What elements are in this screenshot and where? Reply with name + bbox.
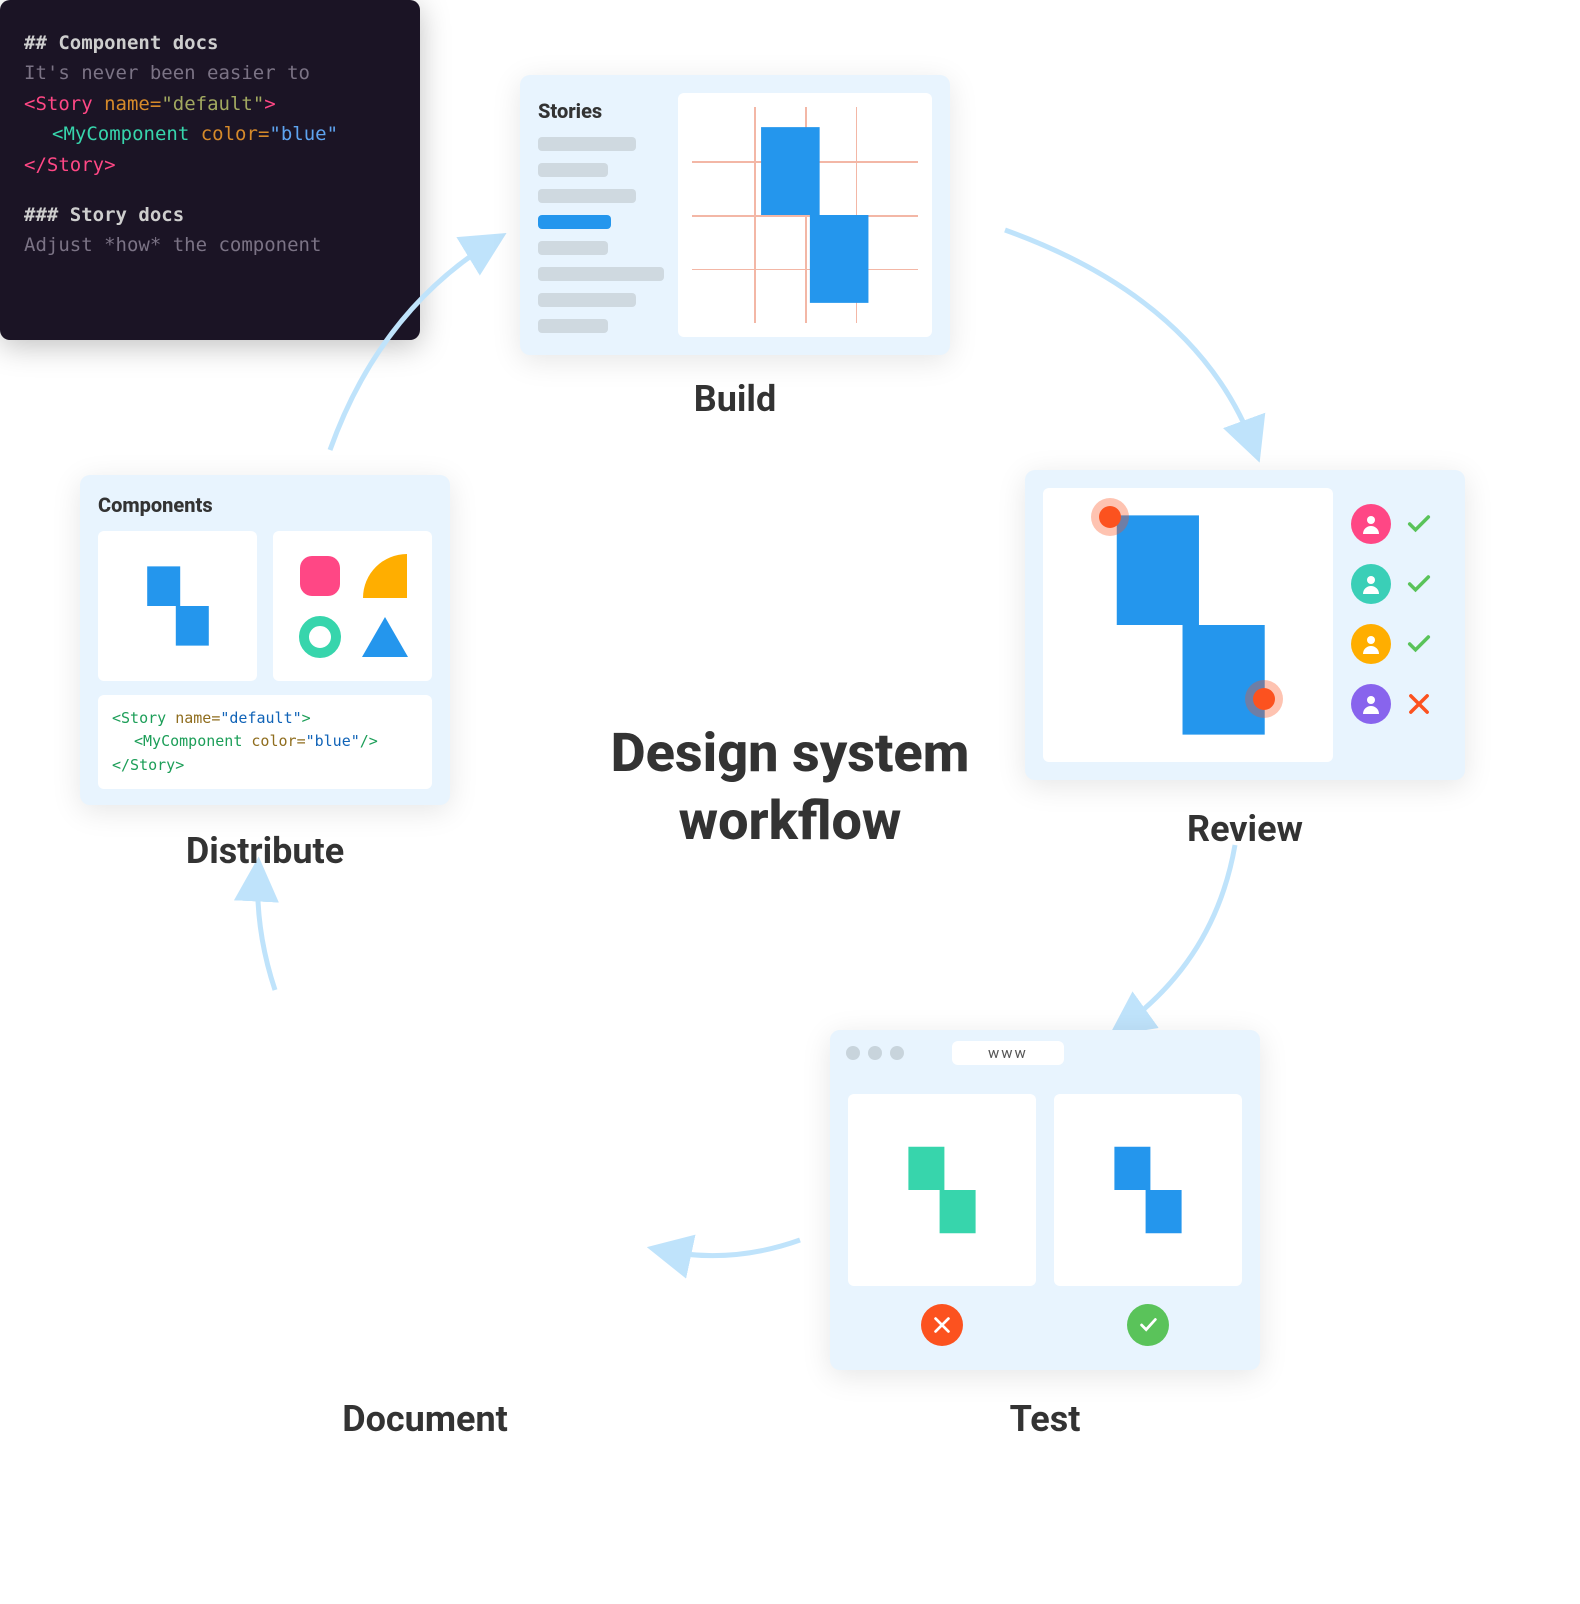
test-label: Test [830,1398,1260,1440]
component-shape-icon [678,93,932,337]
test-card [1054,1094,1242,1286]
review-list [1351,488,1447,762]
test-panel: www [830,1030,1260,1370]
triangle-icon [359,612,413,661]
quarter-circle-icon [359,551,413,600]
code-line: </Story> [112,754,418,777]
distribute-title: Components [98,493,432,517]
rounded-square-icon [293,551,347,600]
build-canvas [678,93,932,337]
avatar-icon [1351,684,1391,724]
doc-heading: ### Story docs [24,200,396,230]
review-canvas [1043,488,1333,762]
test-card [848,1094,1036,1286]
sidebar-line [538,319,608,333]
sidebar-line-active [538,215,611,229]
avatar-icon [1351,624,1391,664]
shapes-card [273,531,432,681]
annotation-dot-icon [1099,506,1121,528]
doc-code-line: </Story> [24,150,396,180]
sidebar-line [538,137,636,151]
review-label: Review [1025,808,1465,850]
code-snippet-card: <Story name="default"> <MyComponent colo… [98,695,432,789]
avatar-icon [1351,504,1391,544]
doc-body-line: Adjust *how* the component [24,230,396,260]
title-line-1: Design system [611,720,970,788]
build-sidebar-title: Stories [538,99,678,123]
build-sidebar: Stories [538,93,678,337]
ring-icon [293,612,347,661]
component-shape-icon [882,1130,1002,1250]
sidebar-line [538,241,608,255]
reviewer-row [1351,624,1447,664]
sidebar-line [538,163,608,177]
traffic-light-icon [868,1046,882,1060]
build-label: Build [520,378,950,420]
pass-badge-icon [1127,1304,1169,1346]
browser-chrome: www [830,1030,1260,1076]
code-line: <Story name="default"> [112,707,418,730]
workflow-diagram: Design system workflow Stories [0,0,1580,1604]
avatar-icon [1351,564,1391,604]
annotation-dot-icon [1253,688,1275,710]
reviewer-row [1351,564,1447,604]
doc-body-line: It's never been easier to [24,58,396,88]
document-panel: ## Component docs It's never been easier… [0,0,420,340]
sidebar-line [538,293,636,307]
doc-code-line: <Story name="default"> [24,89,396,119]
check-icon [1405,510,1433,538]
component-card [98,531,257,681]
title-line-2: workflow [611,788,970,856]
fail-badge-icon [921,1304,963,1346]
check-icon [1405,570,1433,598]
distribute-panel: Components <Story name="default"> [80,475,450,805]
doc-code-line: <MyComponent color="blue" [24,119,396,149]
review-panel [1025,470,1465,780]
distribute-label: Distribute [80,830,450,872]
traffic-light-icon [846,1046,860,1060]
doc-heading: ## Component docs [24,28,396,58]
component-shape-icon [1043,488,1333,762]
reviewer-row [1351,504,1447,544]
component-shape-icon [123,551,233,661]
sidebar-line [538,189,636,203]
url-label: www [952,1041,1064,1065]
reviewer-row [1351,684,1447,724]
build-panel: Stories [520,75,950,355]
check-icon [1405,630,1433,658]
cross-icon [1405,690,1433,718]
traffic-light-icon [890,1046,904,1060]
code-line: <MyComponent color="blue"/> [112,730,418,753]
diagram-title: Design system workflow [611,720,970,855]
component-shape-icon [1088,1130,1208,1250]
sidebar-line [538,267,664,281]
test-body [830,1076,1260,1370]
document-label: Document [215,1398,635,1440]
